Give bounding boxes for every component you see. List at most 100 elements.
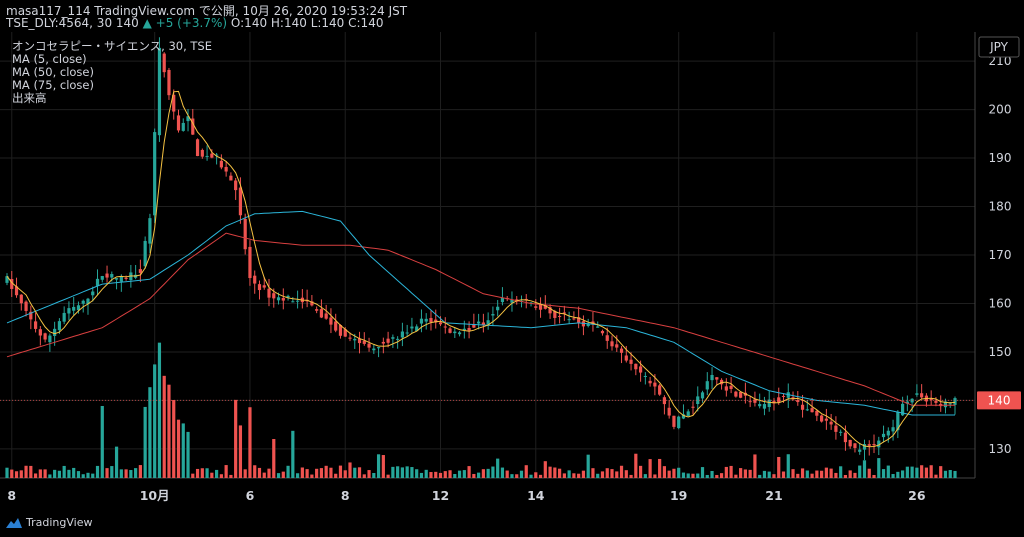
price-tick-label: 180 [989, 200, 1012, 214]
volume-bar [319, 468, 324, 478]
time-tick-label: 21 [765, 488, 782, 503]
volume-bar [14, 471, 19, 478]
time-tick-label: 10月 [140, 488, 170, 503]
volume-bar [253, 465, 257, 478]
volume-bar [72, 467, 76, 478]
volume-bar [638, 465, 643, 478]
candle-body [872, 444, 876, 446]
candle-body [138, 269, 142, 273]
volume-bar [681, 472, 686, 478]
candle-body [715, 377, 719, 380]
volume-bar [486, 468, 490, 478]
candle-body [681, 414, 686, 419]
volume-bar [400, 467, 404, 478]
candle-body [195, 139, 200, 157]
volume-bar [95, 465, 100, 478]
candle-body [119, 276, 123, 282]
candle-body [710, 374, 714, 381]
candle-body [334, 321, 338, 331]
volume-bar [653, 474, 657, 478]
volume-bar [219, 474, 223, 478]
volume-bar [900, 470, 905, 478]
time-tick-label: 26 [908, 488, 926, 503]
candle-body [157, 47, 162, 136]
volume-bar [110, 466, 114, 478]
candle-body [648, 380, 652, 384]
volume-bar [872, 474, 876, 478]
legend-ma50[interactable]: MA (50, close) [12, 65, 94, 79]
volume-bar [510, 474, 514, 478]
volume-bar [777, 456, 781, 478]
candle-body [105, 273, 109, 278]
candle-body [615, 344, 619, 348]
candle-body [14, 286, 19, 296]
candle-body [172, 94, 176, 112]
legend-volume[interactable]: 出来高 [12, 91, 47, 105]
candle-body [619, 348, 624, 353]
candle-body [562, 312, 566, 314]
candle-body [900, 403, 905, 416]
volume-bar [338, 465, 343, 478]
candle-body [777, 397, 781, 403]
volume-bar [100, 405, 104, 478]
price-chart[interactable]: 130140150160170180190200210140JPY810月681… [0, 32, 1024, 512]
candle-body [886, 430, 890, 436]
volume-bar [672, 468, 676, 478]
candle-body [691, 406, 695, 408]
legend-ma5[interactable]: MA (5, close) [12, 52, 87, 66]
volume-bar [691, 473, 695, 478]
volume-bar [305, 469, 309, 478]
volume-bar [438, 472, 443, 478]
volume-bar [500, 467, 505, 478]
candle-body [219, 160, 223, 168]
legend-ma75[interactable]: MA (75, close) [12, 78, 94, 92]
candle-body [829, 421, 833, 425]
candle-body [705, 381, 709, 390]
price-tick-label: 210 [989, 54, 1012, 68]
symbol-info: TSE_DLY:4564, 30 140 ▲ +5 (+3.7%) O:140 … [6, 16, 383, 30]
candle-body [143, 240, 147, 267]
candle-body [672, 415, 676, 427]
volume-bar [762, 470, 767, 478]
volume-bar [257, 467, 262, 478]
volume-bar [443, 471, 447, 478]
volume-bar [700, 467, 705, 478]
price-tick-label: 160 [989, 296, 1012, 310]
volume-bar [643, 474, 647, 478]
brand-label: TradingView [26, 516, 93, 529]
volume-bar [315, 468, 319, 478]
volume-bar [238, 425, 243, 478]
volume-bar [729, 465, 733, 478]
ma5-line [6, 90, 956, 448]
volume-bar [581, 470, 586, 478]
candle-body [543, 305, 547, 309]
volume-bar [829, 468, 833, 478]
volume-bar [343, 470, 347, 478]
candle-body [767, 399, 771, 408]
candle-body [843, 432, 848, 443]
chart-area[interactable]: 130140150160170180190200210140JPY810月681… [0, 32, 1024, 512]
candle-body [95, 278, 100, 286]
volume-bar [553, 467, 557, 478]
candle-body [200, 149, 204, 157]
candle-body [734, 391, 738, 397]
volume-bar [615, 471, 619, 478]
candle-body [353, 338, 357, 341]
volume-bar [781, 471, 786, 478]
volume-bar [48, 474, 52, 478]
volume-bar [129, 470, 133, 478]
candle-body [91, 291, 95, 296]
volume-bars [5, 342, 957, 478]
candle-body [210, 153, 214, 158]
candle-body [815, 410, 819, 416]
volume-bar [667, 470, 671, 478]
price-tick-label: 200 [989, 103, 1012, 117]
candle-body [396, 338, 400, 340]
volume-bar [658, 458, 662, 478]
volume-bar [105, 468, 109, 478]
volume-bar [172, 399, 176, 478]
candle-body [357, 338, 362, 344]
tradingview-logo[interactable]: TradingView [6, 516, 92, 529]
candle-body [276, 297, 281, 301]
volume-bar [853, 472, 857, 478]
